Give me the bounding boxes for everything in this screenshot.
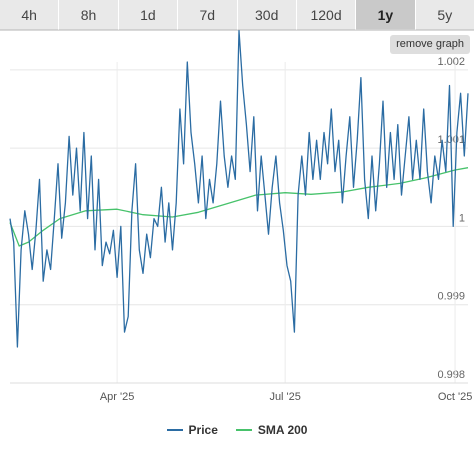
tab-7d[interactable]: 7d: [178, 0, 238, 30]
legend-item-price[interactable]: Price: [166, 423, 218, 437]
tab-8h[interactable]: 8h: [59, 0, 119, 30]
timeframe-tabs: 4h 8h 1d 7d 30d 120d 1y 5y: [0, 0, 474, 31]
series-line-sma-200: [9, 167, 469, 247]
y-tick-label: 0.999: [437, 291, 465, 303]
legend-label-price: Price: [188, 423, 218, 437]
tab-4h[interactable]: 4h: [0, 0, 60, 30]
legend-swatch-price: [166, 429, 183, 431]
x-tick-label: Apr '25: [100, 391, 135, 403]
series-line-price: [9, 30, 469, 348]
tab-5y[interactable]: 5y: [415, 0, 474, 30]
legend-item-sma[interactable]: SMA 200: [235, 423, 308, 437]
y-tick-label: 0.998: [437, 369, 465, 381]
y-tick-label: 1: [459, 212, 465, 224]
x-tick-label: Jul '25: [269, 391, 300, 403]
remove-graph-button[interactable]: remove graph: [390, 35, 470, 54]
x-tick-label: Oct '25: [438, 391, 473, 403]
legend-label-sma: SMA 200: [257, 423, 308, 437]
y-tick-label: 1.002: [437, 56, 465, 68]
legend-swatch-sma: [235, 429, 252, 431]
tab-1d[interactable]: 1d: [118, 0, 179, 30]
tab-30d[interactable]: 30d: [237, 0, 297, 30]
tab-120d[interactable]: 120d: [296, 0, 357, 30]
tab-1y[interactable]: 1y: [356, 0, 416, 30]
chart-legend: Price SMA 200: [0, 420, 474, 440]
